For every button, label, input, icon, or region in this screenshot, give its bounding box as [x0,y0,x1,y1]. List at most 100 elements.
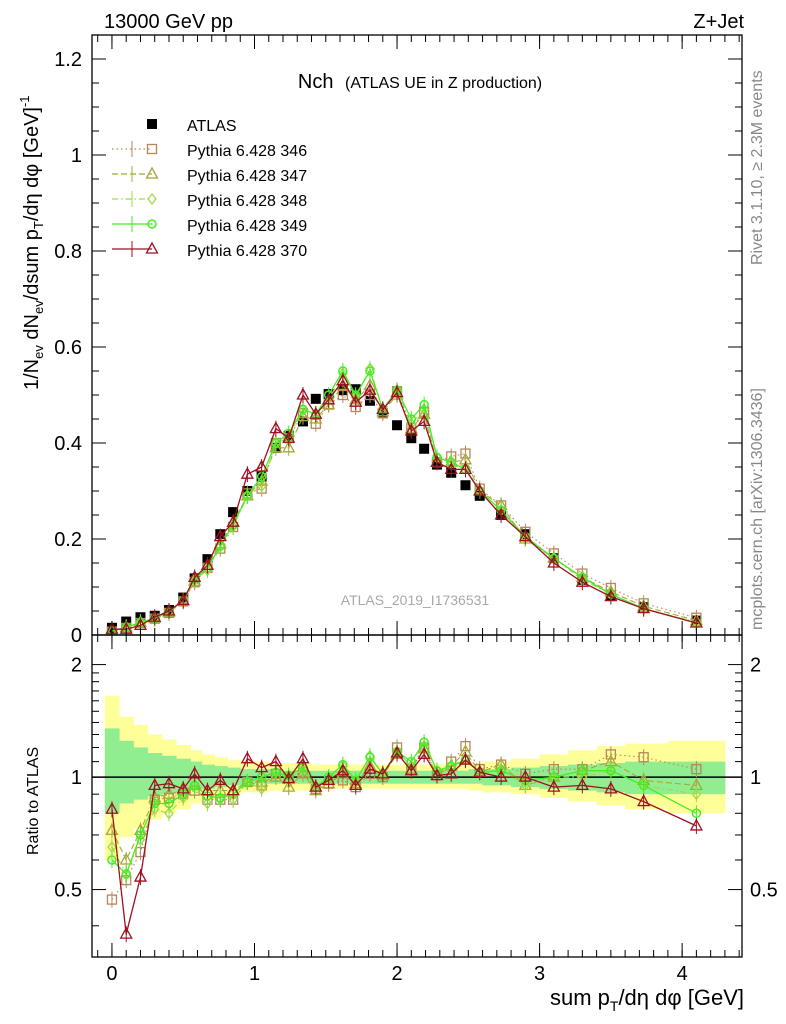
data-point [148,778,162,791]
data-point [282,440,296,453]
data-point [322,773,336,786]
data-point [164,798,174,809]
data-point [349,394,363,407]
legend-marker [147,219,157,229]
data-point [460,480,471,491]
data-point [149,803,160,816]
upper-y-axis-label: 1/Nev dNev/dsum pT/dη dφ [GeV]-1 [17,95,46,390]
data-point [135,830,146,840]
y-tick-label: 0 [71,625,82,647]
legend-marker [145,166,159,179]
data-point [494,507,508,520]
data-point [240,466,254,479]
y-tick-label: 1 [71,145,82,167]
x-tick-label: 3 [534,963,545,985]
data-point [200,783,215,796]
lower-frame [91,634,743,958]
y-tick-label: 0.6 [54,337,82,359]
data-point [419,443,430,454]
data-point [242,777,253,787]
data-point [689,818,703,831]
data-point [376,402,390,415]
data-point [691,764,702,775]
data-point [309,779,323,792]
data-point [417,414,431,427]
series-line-0 [111,745,697,900]
data-point [376,766,390,779]
data-point [309,406,323,419]
legend-marker [146,143,158,155]
data-point [547,555,561,568]
data-point [256,480,267,493]
data-point [419,737,429,747]
data-point [119,926,133,939]
data-point [240,751,254,764]
data-point [176,593,190,606]
data-point [148,609,162,622]
data-point [638,780,649,791]
data-point [213,529,227,542]
data-point [256,782,267,795]
data-point [228,507,239,518]
uncertainty-band-inner [625,761,669,795]
data-point [444,766,458,779]
data-point [200,558,215,571]
data-point [638,752,649,763]
data-point [430,454,444,467]
data-point [226,783,240,796]
data-point [188,766,202,779]
data-point [149,798,160,809]
data-point [162,776,176,789]
chart-title: Nch (ATLAS UE in Z production) [298,71,542,93]
data-point [271,438,281,448]
data-point [162,603,176,616]
data-point [242,491,253,501]
legend-label: Pythia 6.428 370 [187,243,307,260]
axes: 0 0.2 0.4 0.6 0.8 1 1.2 0.5 0.5 1 1 2 2 0 1 2 3 4 [54,34,778,985]
data-point [417,747,431,760]
data-point [604,781,618,794]
chart-title-main: Nch [298,71,334,93]
data-point [392,420,403,431]
x-tick-label: 2 [391,963,402,985]
data-point [107,855,117,865]
data-point [637,794,651,807]
data-point [458,752,473,765]
data-point [202,797,213,810]
data-point [390,745,404,758]
data-point [494,769,508,782]
data-point [637,601,651,614]
legend-marker [147,119,157,129]
legend-label: Pythia 6.428 349 [187,218,307,235]
data-point [255,459,269,472]
data-point [444,462,458,475]
data-point [226,514,240,527]
x-tick-label: 1 [249,963,260,985]
data-point [215,793,226,803]
rivet-version-label: Rivet 3.1.10, ≥ 2.3M events [749,70,766,265]
data-point [577,765,588,776]
data-point [269,421,283,434]
upper-plot-area [105,360,703,635]
data-point [296,387,310,400]
data-point [604,589,618,602]
data-point [119,852,133,865]
legend: ATLAS Pythia 6.428 346 Pythia 6.428 347 Pyt… [112,118,307,260]
y-tick-label: 1.2 [54,49,82,71]
ratio-tick-label: 0.5 [54,880,82,902]
y-tick-label: 0.8 [54,241,82,263]
data-point [473,764,487,777]
lower-plot-area [92,695,742,943]
ratio-tick-label-right: 0.5 [750,880,778,902]
data-point [298,404,308,415]
legend-marker [145,241,159,254]
data-point [133,869,148,882]
data-point [689,615,703,628]
data-point [282,771,296,784]
data-point [363,761,377,774]
data-point [164,807,174,820]
y-tick-label: 0.4 [54,433,82,455]
ratio-tick-label: 1 [71,767,82,789]
data-point [106,894,118,905]
data-point [458,462,473,475]
